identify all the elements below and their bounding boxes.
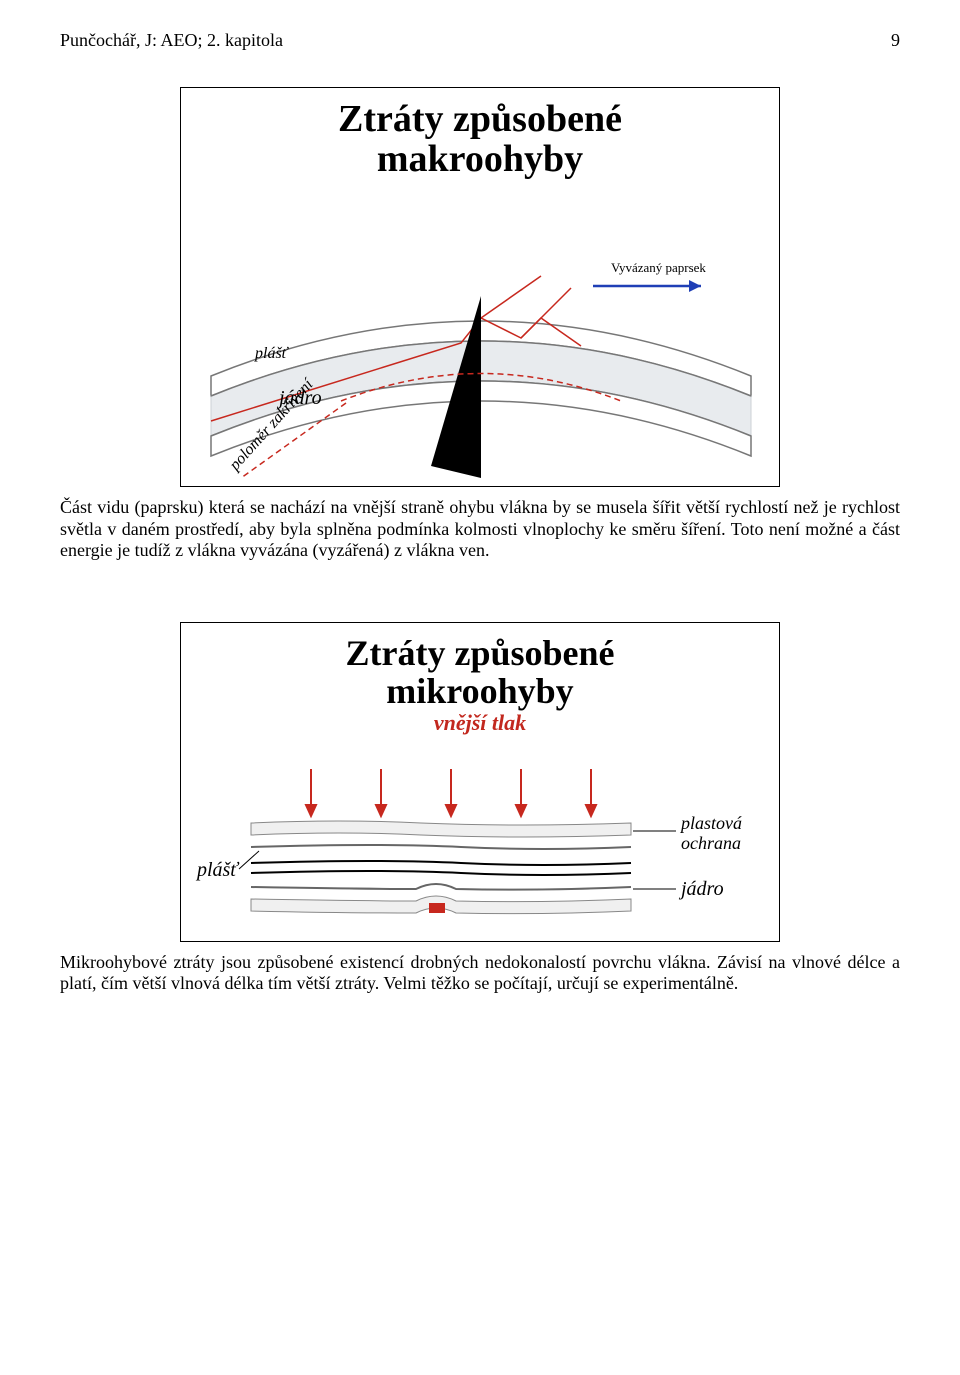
label-plast: plášť — [254, 345, 290, 362]
paragraph-2: Mikroohybové ztráty jsou způsobené exist… — [60, 952, 900, 995]
document-page: Punčochář, J: AEO; 2. kapitola 9 Ztráty … — [0, 0, 960, 1035]
paragraph-1: Část vidu (paprsku) která se nachází na … — [60, 497, 900, 562]
figure2-title-line1: Ztráty způsobené — [346, 633, 615, 673]
figure1-title-line2: makroohyby — [377, 138, 583, 180]
label-plastova-1: plastová — [679, 813, 742, 833]
figure-macrobend: Ztráty způsobené makroohyby — [180, 87, 780, 487]
figure1-title: Ztráty způsobené makroohyby — [181, 88, 779, 180]
label-plast-2: plášť — [195, 859, 239, 881]
figure2-title: Ztráty způsobené mikroohyby — [181, 623, 779, 711]
figure2-title-line2: mikroohyby — [386, 671, 573, 711]
label-plastova-2: ochrana — [681, 833, 741, 853]
figure2-graphic: plášť plastová ochrana jádro — [181, 761, 779, 941]
header-left: Punčochář, J: AEO; 2. kapitola — [60, 30, 283, 51]
figure1-graphic: plášť jádro Vyvázaný paprsek poloměr zak… — [181, 226, 779, 486]
defect-icon — [429, 903, 445, 913]
page-number: 9 — [891, 30, 900, 51]
figure1-title-line1: Ztráty způsobené — [338, 98, 622, 140]
label-vyvazany: Vyvázaný paprsek — [611, 260, 706, 275]
label-jadro-2: jádro — [678, 878, 724, 900]
figure2-subtitle: vnější tlak — [181, 710, 779, 736]
figure-microbend: Ztráty způsobené mikroohyby vnější tlak — [180, 622, 780, 942]
page-header: Punčochář, J: AEO; 2. kapitola 9 — [60, 30, 900, 51]
pressure-arrows — [306, 769, 596, 816]
